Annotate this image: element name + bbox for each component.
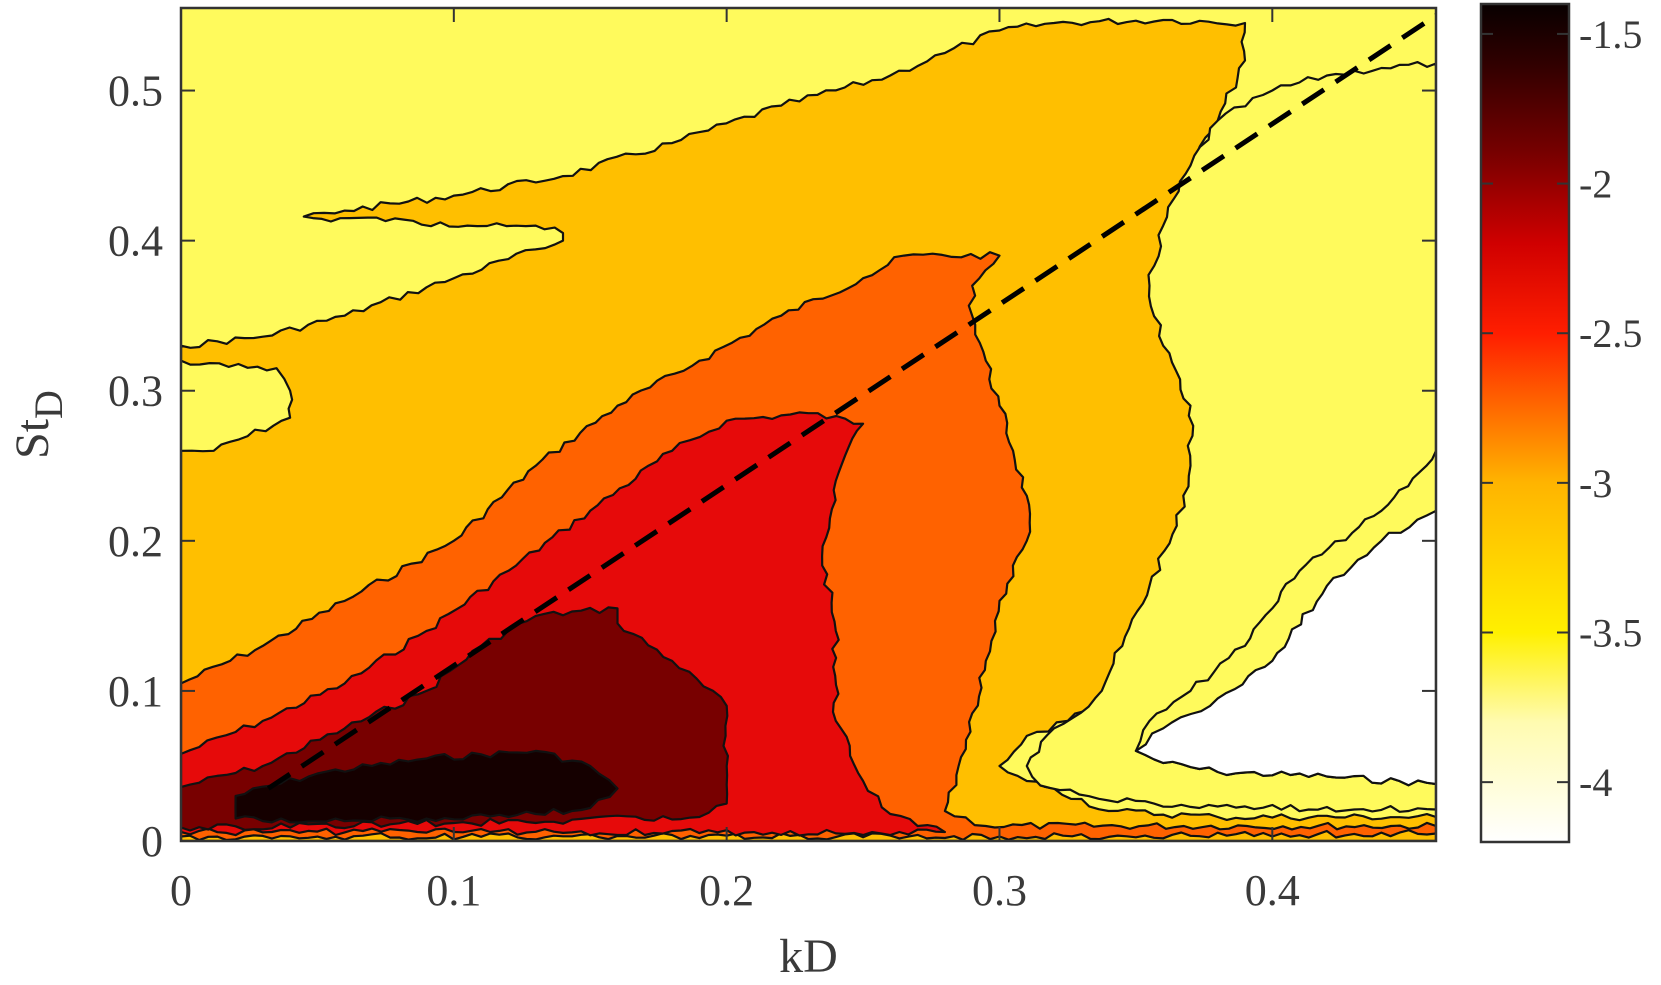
colorbar-tick-label: -4 [1579, 760, 1612, 805]
x-tick-label: 0.1 [426, 866, 481, 915]
colorbar: -1.5 -2 -2.5 -3 -3.5 -4 [1479, 2, 1642, 844]
y-tick-label: 0.3 [108, 367, 163, 416]
colorbar-tick-label: -2 [1579, 162, 1612, 207]
x-tick-label: 0.4 [1245, 866, 1300, 915]
y-tick-label: 0.1 [108, 667, 163, 716]
x-tick-label: 0.3 [972, 866, 1027, 915]
y-tick-label: 0.2 [108, 517, 163, 566]
y-tick-label: 0 [141, 817, 163, 866]
y-tick-label: 0.5 [108, 67, 163, 116]
contour-band-6 [234, 749, 619, 824]
contour-band-2 [1134, 509, 1436, 787]
x-tick-label: 0.2 [699, 866, 754, 915]
y-tick-label: 0.4 [108, 217, 163, 266]
colorbar-tick-label: -2.5 [1579, 311, 1642, 356]
dashed-reference-line [266, 13, 1436, 791]
x-axis-label: kD [779, 930, 838, 980]
plot-area [181, 8, 1436, 841]
x-tick-label: 0 [170, 866, 192, 915]
colorbar-tick-label: -1.5 [1579, 12, 1642, 57]
y-axis-label: StD [6, 390, 71, 459]
plot-frame [179, 6, 1438, 843]
y-axis-label-subscript: D [26, 390, 71, 419]
y-axis-label-main: St [6, 418, 59, 459]
contour-band-1 [1025, 60, 1436, 813]
y-axis: 0 0.1 0.2 0.3 0.4 0.5 [108, 67, 1436, 866]
colorbar-gradient [1479, 2, 1571, 844]
plot-border [179, 6, 1438, 843]
colorbar-tick-label: -3.5 [1579, 611, 1642, 656]
x-axis: 0 0.1 0.2 0.3 0.4 [170, 8, 1300, 915]
colorbar-tick-label: -3 [1579, 461, 1612, 506]
